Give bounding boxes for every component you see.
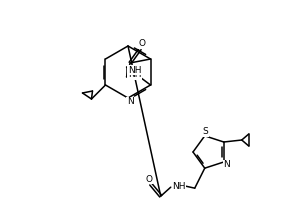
Text: O: O — [139, 39, 145, 48]
Text: NH: NH — [128, 70, 141, 79]
Text: NH: NH — [172, 182, 185, 191]
Text: O: O — [145, 175, 152, 184]
Text: NH: NH — [128, 66, 141, 75]
Text: N: N — [127, 98, 134, 106]
Text: S: S — [203, 127, 208, 136]
Text: N: N — [224, 160, 230, 169]
